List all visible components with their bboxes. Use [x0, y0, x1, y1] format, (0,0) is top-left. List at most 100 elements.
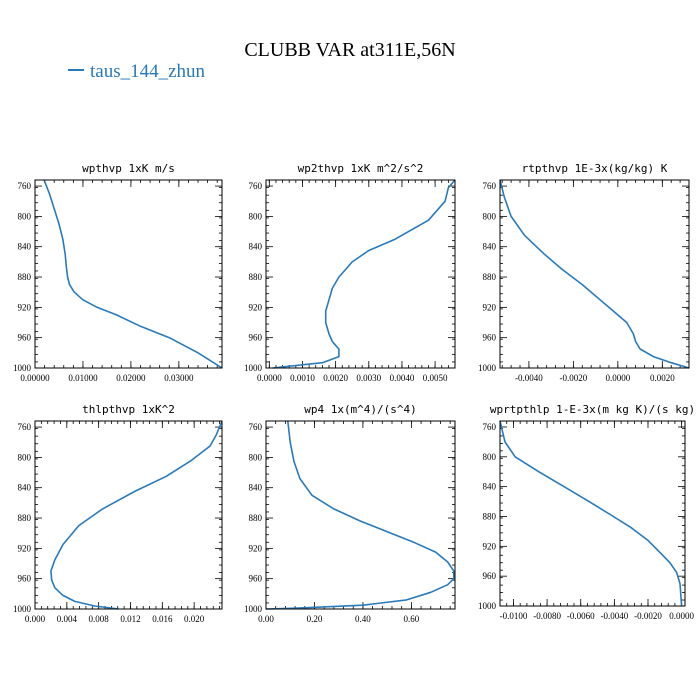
y-tick-label: 760: [483, 181, 497, 191]
x-tick-label: 0.008: [89, 614, 110, 624]
x-tick-label: -0.0100: [500, 611, 528, 621]
x-tick-label: -0.0040: [600, 611, 628, 621]
y-tick-label: 800: [483, 211, 497, 221]
y-tick-label: 880: [18, 513, 32, 523]
y-tick-label: 960: [483, 571, 497, 581]
y-tick-label: 760: [18, 422, 32, 432]
subplot-2: wp2thvp 1xK m^2/s^2 0.0000 0.0010 0.0020 0.0…: [244, 162, 456, 383]
x-tick-label: 0.0000: [605, 373, 630, 383]
y-tick-label: 840: [249, 483, 263, 493]
x-tick-label: 0.016: [152, 614, 173, 624]
y-tick-label: 1000: [13, 363, 32, 373]
y-tick-label: 920: [483, 302, 497, 312]
y-tick-label: 960: [483, 333, 497, 343]
y-tick-label: 1000: [13, 604, 32, 614]
y-tick-label: 880: [18, 272, 32, 282]
y-tick-label: 800: [18, 452, 32, 462]
y-tick-label: 920: [18, 302, 32, 312]
x-tick-label: 0.0010: [290, 373, 315, 383]
x-tick-label: 0.60: [404, 614, 420, 624]
x-tick-label: 0.012: [120, 614, 140, 624]
y-tick-label: 840: [483, 482, 497, 492]
y-tick-label: 960: [18, 574, 32, 584]
x-tick-label: 0.0000: [669, 611, 694, 621]
y-tick-label: 1000: [478, 601, 497, 611]
series-line-1: [272, 179, 456, 369]
subplot-title: wp2thvp 1xK m^2/s^2: [298, 162, 424, 175]
x-tick-label: -0.0020: [634, 611, 662, 621]
x-tick-label: -0.0040: [515, 373, 543, 383]
plot-frame: [265, 179, 456, 369]
plot-frame: [265, 420, 456, 610]
x-tick-label: 0.02000: [116, 373, 146, 383]
y-tick-label: 1000: [244, 604, 263, 614]
x-tick-label: 0.0040: [390, 373, 415, 383]
y-tick-label: 800: [483, 452, 497, 462]
subplot-title: wpthvp 1xK m/s: [82, 162, 175, 175]
x-tick-label: -0.0020: [560, 373, 588, 383]
y-tick-label: 960: [249, 333, 263, 343]
y-tick-label: 880: [483, 511, 497, 521]
subplot-1: wpthvp 1xK m/s 0.00000 0.01000 0.02000 0.030…: [13, 162, 223, 383]
y-tick-label: 800: [249, 452, 263, 462]
series-line-1: [43, 179, 223, 369]
y-tick-label: 800: [249, 211, 263, 221]
x-tick-label: 0.0050: [423, 373, 448, 383]
y-tick-label: 840: [18, 242, 32, 252]
y-tick-label: 1000: [244, 363, 263, 373]
y-tick-label: 920: [483, 541, 497, 551]
plot-frame: [499, 179, 690, 369]
subplot-4: thlpthvp 1xK^2 0.000 0.004 0.008 0.012 0.016 0…: [13, 403, 223, 624]
x-tick-label: 0.00: [258, 614, 274, 624]
plot-frame: [499, 420, 686, 607]
x-tick-label: -0.0060: [567, 611, 595, 621]
y-tick-label: 960: [249, 574, 263, 584]
x-tick-label: 0.40: [355, 614, 371, 624]
y-tick-label: 920: [18, 543, 32, 553]
x-tick-label: 0.03000: [164, 373, 194, 383]
y-tick-label: 760: [18, 181, 32, 191]
x-tick-label: 0.0000: [257, 373, 282, 383]
x-tick-label: 0.0030: [356, 373, 381, 383]
subplot-5: wp4 1x(m^4)/(s^4) 0.00 0.20 0.40 0.60 760 800 8…: [244, 403, 456, 624]
y-tick-label: 840: [18, 483, 32, 493]
legend-label: taus_144_zhun: [90, 61, 206, 82]
series-line-1: [50, 420, 223, 610]
y-tick-label: 920: [249, 543, 263, 553]
x-tick-label: 0.000: [25, 614, 46, 624]
series-line-1: [499, 420, 683, 607]
y-tick-label: 960: [18, 333, 32, 343]
y-tick-label: 840: [483, 242, 497, 252]
subplot-title: wp4 1x(m^4)/(s^4): [304, 403, 417, 416]
y-tick-label: 880: [249, 272, 263, 282]
plot-frame: [34, 179, 223, 369]
x-tick-label: 0.01000: [68, 373, 98, 383]
y-tick-label: 880: [483, 272, 497, 282]
series-line-1: [265, 420, 455, 610]
y-tick-label: 920: [249, 302, 263, 312]
figure-title: CLUBB VAR at311E,56N: [244, 39, 455, 61]
y-tick-label: 840: [249, 242, 263, 252]
x-tick-label: -0.0080: [533, 611, 561, 621]
plot-frame: [34, 420, 223, 610]
x-tick-label: 0.020: [184, 614, 205, 624]
y-tick-label: 760: [249, 422, 263, 432]
subplot-6: wprtpthlp 1-E-3x(m kg K)/(s kg) -0.0100 -0…: [478, 403, 695, 621]
y-tick-label: 880: [249, 513, 263, 523]
subplot-3: rtpthvp 1E-3x(kg/kg) K -0.0040 -0.0020 0.00…: [478, 162, 690, 383]
y-tick-label: 760: [483, 422, 497, 432]
series-line-1: [499, 179, 690, 369]
y-tick-label: 1000: [478, 363, 497, 373]
subplot-title: wprtpthlp 1-E-3x(m kg K)/(s kg): [490, 403, 695, 416]
legend: taus_144_zhun: [68, 61, 206, 82]
x-tick-label: 0.0020: [323, 373, 348, 383]
x-tick-label: 0.0020: [650, 373, 675, 383]
y-tick-label: 800: [18, 211, 32, 221]
y-tick-label: 760: [249, 181, 263, 191]
x-tick-label: 0.20: [307, 614, 323, 624]
subplot-title: thlpthvp 1xK^2: [82, 403, 175, 416]
x-tick-label: 0.00000: [20, 373, 50, 383]
subplot-title: rtpthvp 1E-3x(kg/kg) K: [522, 162, 668, 175]
panels-grid: wpthvp 1xK m/s 0.00000 0.01000 0.02000 0.030…: [13, 162, 695, 624]
